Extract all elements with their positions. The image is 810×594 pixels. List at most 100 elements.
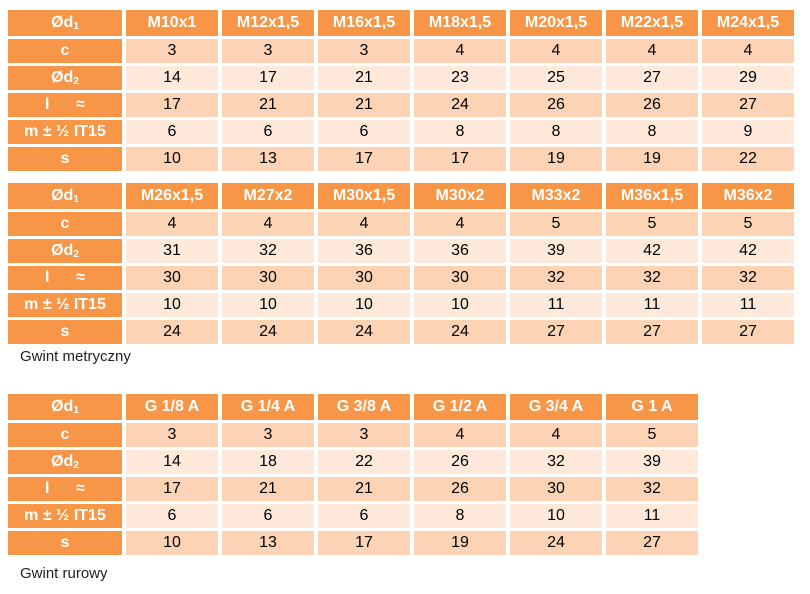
table-cell-value: 17 xyxy=(318,531,410,555)
table-cell-value: 21 xyxy=(318,66,410,90)
corner-label: Ød xyxy=(51,14,74,31)
table-cell-value: 39 xyxy=(510,239,602,263)
table-cell-value: 14 xyxy=(126,66,218,90)
table-cell-value: 39 xyxy=(606,450,698,474)
corner-label: Ød xyxy=(51,187,74,204)
thread-size-header: G 1 A xyxy=(606,394,698,420)
corner-label: Ød xyxy=(51,398,74,415)
thread-size-header: G 1/8 A xyxy=(126,394,218,420)
table-cell-value: 17 xyxy=(318,147,410,171)
table-cell-value: 21 xyxy=(318,93,410,117)
table-cell-value: 27 xyxy=(606,531,698,555)
table-cell-value: 17 xyxy=(126,477,218,501)
table-cell-value: 27 xyxy=(606,66,698,90)
thread-size-header: M36x1,5 xyxy=(606,183,698,209)
row-label: Ød2 xyxy=(8,66,122,90)
table-cell-value: 14 xyxy=(126,450,218,474)
table-cell-value: 4 xyxy=(318,212,410,236)
table-cell-value: 32 xyxy=(510,450,602,474)
table-cell-value: 4 xyxy=(606,39,698,63)
table-cell-value: 10 xyxy=(222,293,314,317)
table-cell-value: 30 xyxy=(318,266,410,290)
row-label: m ± ½ IT15 xyxy=(8,293,122,317)
table-cell-value: 13 xyxy=(222,147,314,171)
table-cell-value: 24 xyxy=(414,320,506,344)
thread-size-header: G 3/4 A xyxy=(510,394,602,420)
table-cell-value: 23 xyxy=(414,66,506,90)
thread-size-header: M24x1,5 xyxy=(702,10,794,36)
row-label: c xyxy=(8,212,122,236)
table-cell-value: 6 xyxy=(318,120,410,144)
thread-size-header: M30x2 xyxy=(414,183,506,209)
table-cell-value: 6 xyxy=(318,504,410,528)
row-label: c xyxy=(8,423,122,447)
table-cell-value: 4 xyxy=(510,39,602,63)
table-cell-value: 26 xyxy=(606,93,698,117)
table-cell-value: 4 xyxy=(510,423,602,447)
row-label-text: m ± ½ IT15 xyxy=(24,123,106,140)
thread-size-header: G 1/4 A xyxy=(222,394,314,420)
pipe-thread-caption: Gwint rurowy xyxy=(20,565,108,582)
row-label-text: l ≈ xyxy=(45,96,85,113)
row-label-text: Ød xyxy=(51,69,74,86)
table-cell-value: 21 xyxy=(222,477,314,501)
table-cell-value: 3 xyxy=(318,39,410,63)
table-cell-value: 27 xyxy=(702,93,794,117)
table-cell-value: 9 xyxy=(702,120,794,144)
table-cell-value: 18 xyxy=(222,450,314,474)
row-label: l ≈ xyxy=(8,93,122,117)
corner-header-cell: Ød1 xyxy=(8,183,122,209)
table-cell-value: 6 xyxy=(126,504,218,528)
table-cell-value: 13 xyxy=(222,531,314,555)
table-cell-value: 4 xyxy=(222,212,314,236)
table-cell-value: 32 xyxy=(606,477,698,501)
table-cell-value: 6 xyxy=(222,120,314,144)
table-cell-value: 6 xyxy=(222,504,314,528)
table-cell-value: 32 xyxy=(702,266,794,290)
metric-thread-caption: Gwint metryczny xyxy=(20,348,131,365)
table-cell-value: 24 xyxy=(126,320,218,344)
row-label: s xyxy=(8,531,122,555)
table-cell-value: 3 xyxy=(318,423,410,447)
table-cell-value: 19 xyxy=(510,147,602,171)
thread-size-header: M36x2 xyxy=(702,183,794,209)
row-label-text: m ± ½ IT15 xyxy=(24,296,106,313)
table-cell-value: 19 xyxy=(606,147,698,171)
row-label: c xyxy=(8,39,122,63)
table-cell-value: 32 xyxy=(606,266,698,290)
thread-size-header: M26x1,5 xyxy=(126,183,218,209)
table-cell-value: 29 xyxy=(702,66,794,90)
thread-size-header: M30x1,5 xyxy=(318,183,410,209)
table-cell-value: 24 xyxy=(318,320,410,344)
table-cell-value: 11 xyxy=(606,504,698,528)
table-cell-value: 36 xyxy=(414,239,506,263)
table-cell-value: 10 xyxy=(126,531,218,555)
thread-size-header: M12x1,5 xyxy=(222,10,314,36)
table-cell-value: 4 xyxy=(702,39,794,63)
thread-size-header: M20x1,5 xyxy=(510,10,602,36)
table-cell-value: 4 xyxy=(414,39,506,63)
thread-size-header: G 1/2 A xyxy=(414,394,506,420)
thread-size-header: M22x1,5 xyxy=(606,10,698,36)
row-label-text: m ± ½ IT15 xyxy=(24,507,106,524)
table-cell-value: 17 xyxy=(222,66,314,90)
table-cell-value: 42 xyxy=(702,239,794,263)
table-cell-value: 4 xyxy=(414,212,506,236)
table-cell-value: 8 xyxy=(414,504,506,528)
row-label-text: c xyxy=(60,42,70,59)
table-cell-value: 25 xyxy=(510,66,602,90)
table-cell-value: 17 xyxy=(126,93,218,117)
table-cell-value: 10 xyxy=(414,293,506,317)
table-cell-value: 32 xyxy=(510,266,602,290)
table-cell-value: 5 xyxy=(702,212,794,236)
table-cell-value: 10 xyxy=(126,293,218,317)
metric-thread-table-2: Ød1 M26x1,5 M27x2 M30x1,5 M30x2 M33x2 M36x1,5 M… xyxy=(8,183,794,344)
table-cell-value: 27 xyxy=(510,320,602,344)
row-label-text: Ød xyxy=(51,453,74,470)
thread-size-header: M16x1,5 xyxy=(318,10,410,36)
corner-header-cell: Ød1 xyxy=(8,394,122,420)
row-label-subscript: 2 xyxy=(73,76,79,87)
row-label: Ød2 xyxy=(8,239,122,263)
thread-size-header: G 3/8 A xyxy=(318,394,410,420)
corner-subscript: 1 xyxy=(73,405,79,416)
